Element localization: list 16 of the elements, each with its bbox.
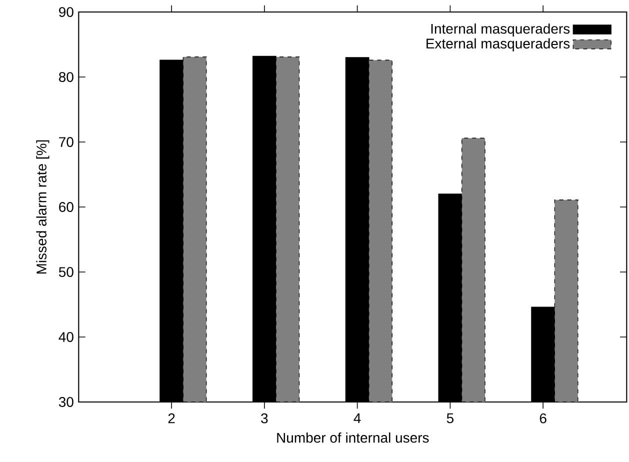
x-tick-label: 3 xyxy=(261,413,268,424)
x-tick-label: 6 xyxy=(540,413,546,424)
y-tick-label: 50 xyxy=(58,267,74,277)
x-tick-label: 4 xyxy=(354,413,361,424)
y-tick-label: 90 xyxy=(59,7,74,17)
y-tick-label: 60 xyxy=(59,202,74,212)
legend-label: Internal masqueraders xyxy=(431,23,570,37)
y-tick-label: 80 xyxy=(58,72,74,82)
x-axis-title: Number of internal users xyxy=(277,432,429,443)
x-tick-label: 2 xyxy=(168,413,175,424)
legend-label: External masqueraders xyxy=(426,38,570,52)
y-tick-label: 40 xyxy=(58,332,74,342)
y-tick-label: 30 xyxy=(58,397,74,407)
y-tick-label: 70 xyxy=(59,137,74,147)
x-tick-label: 5 xyxy=(446,413,454,424)
y-axis-title: Missed alarm rate [%] xyxy=(36,140,50,274)
